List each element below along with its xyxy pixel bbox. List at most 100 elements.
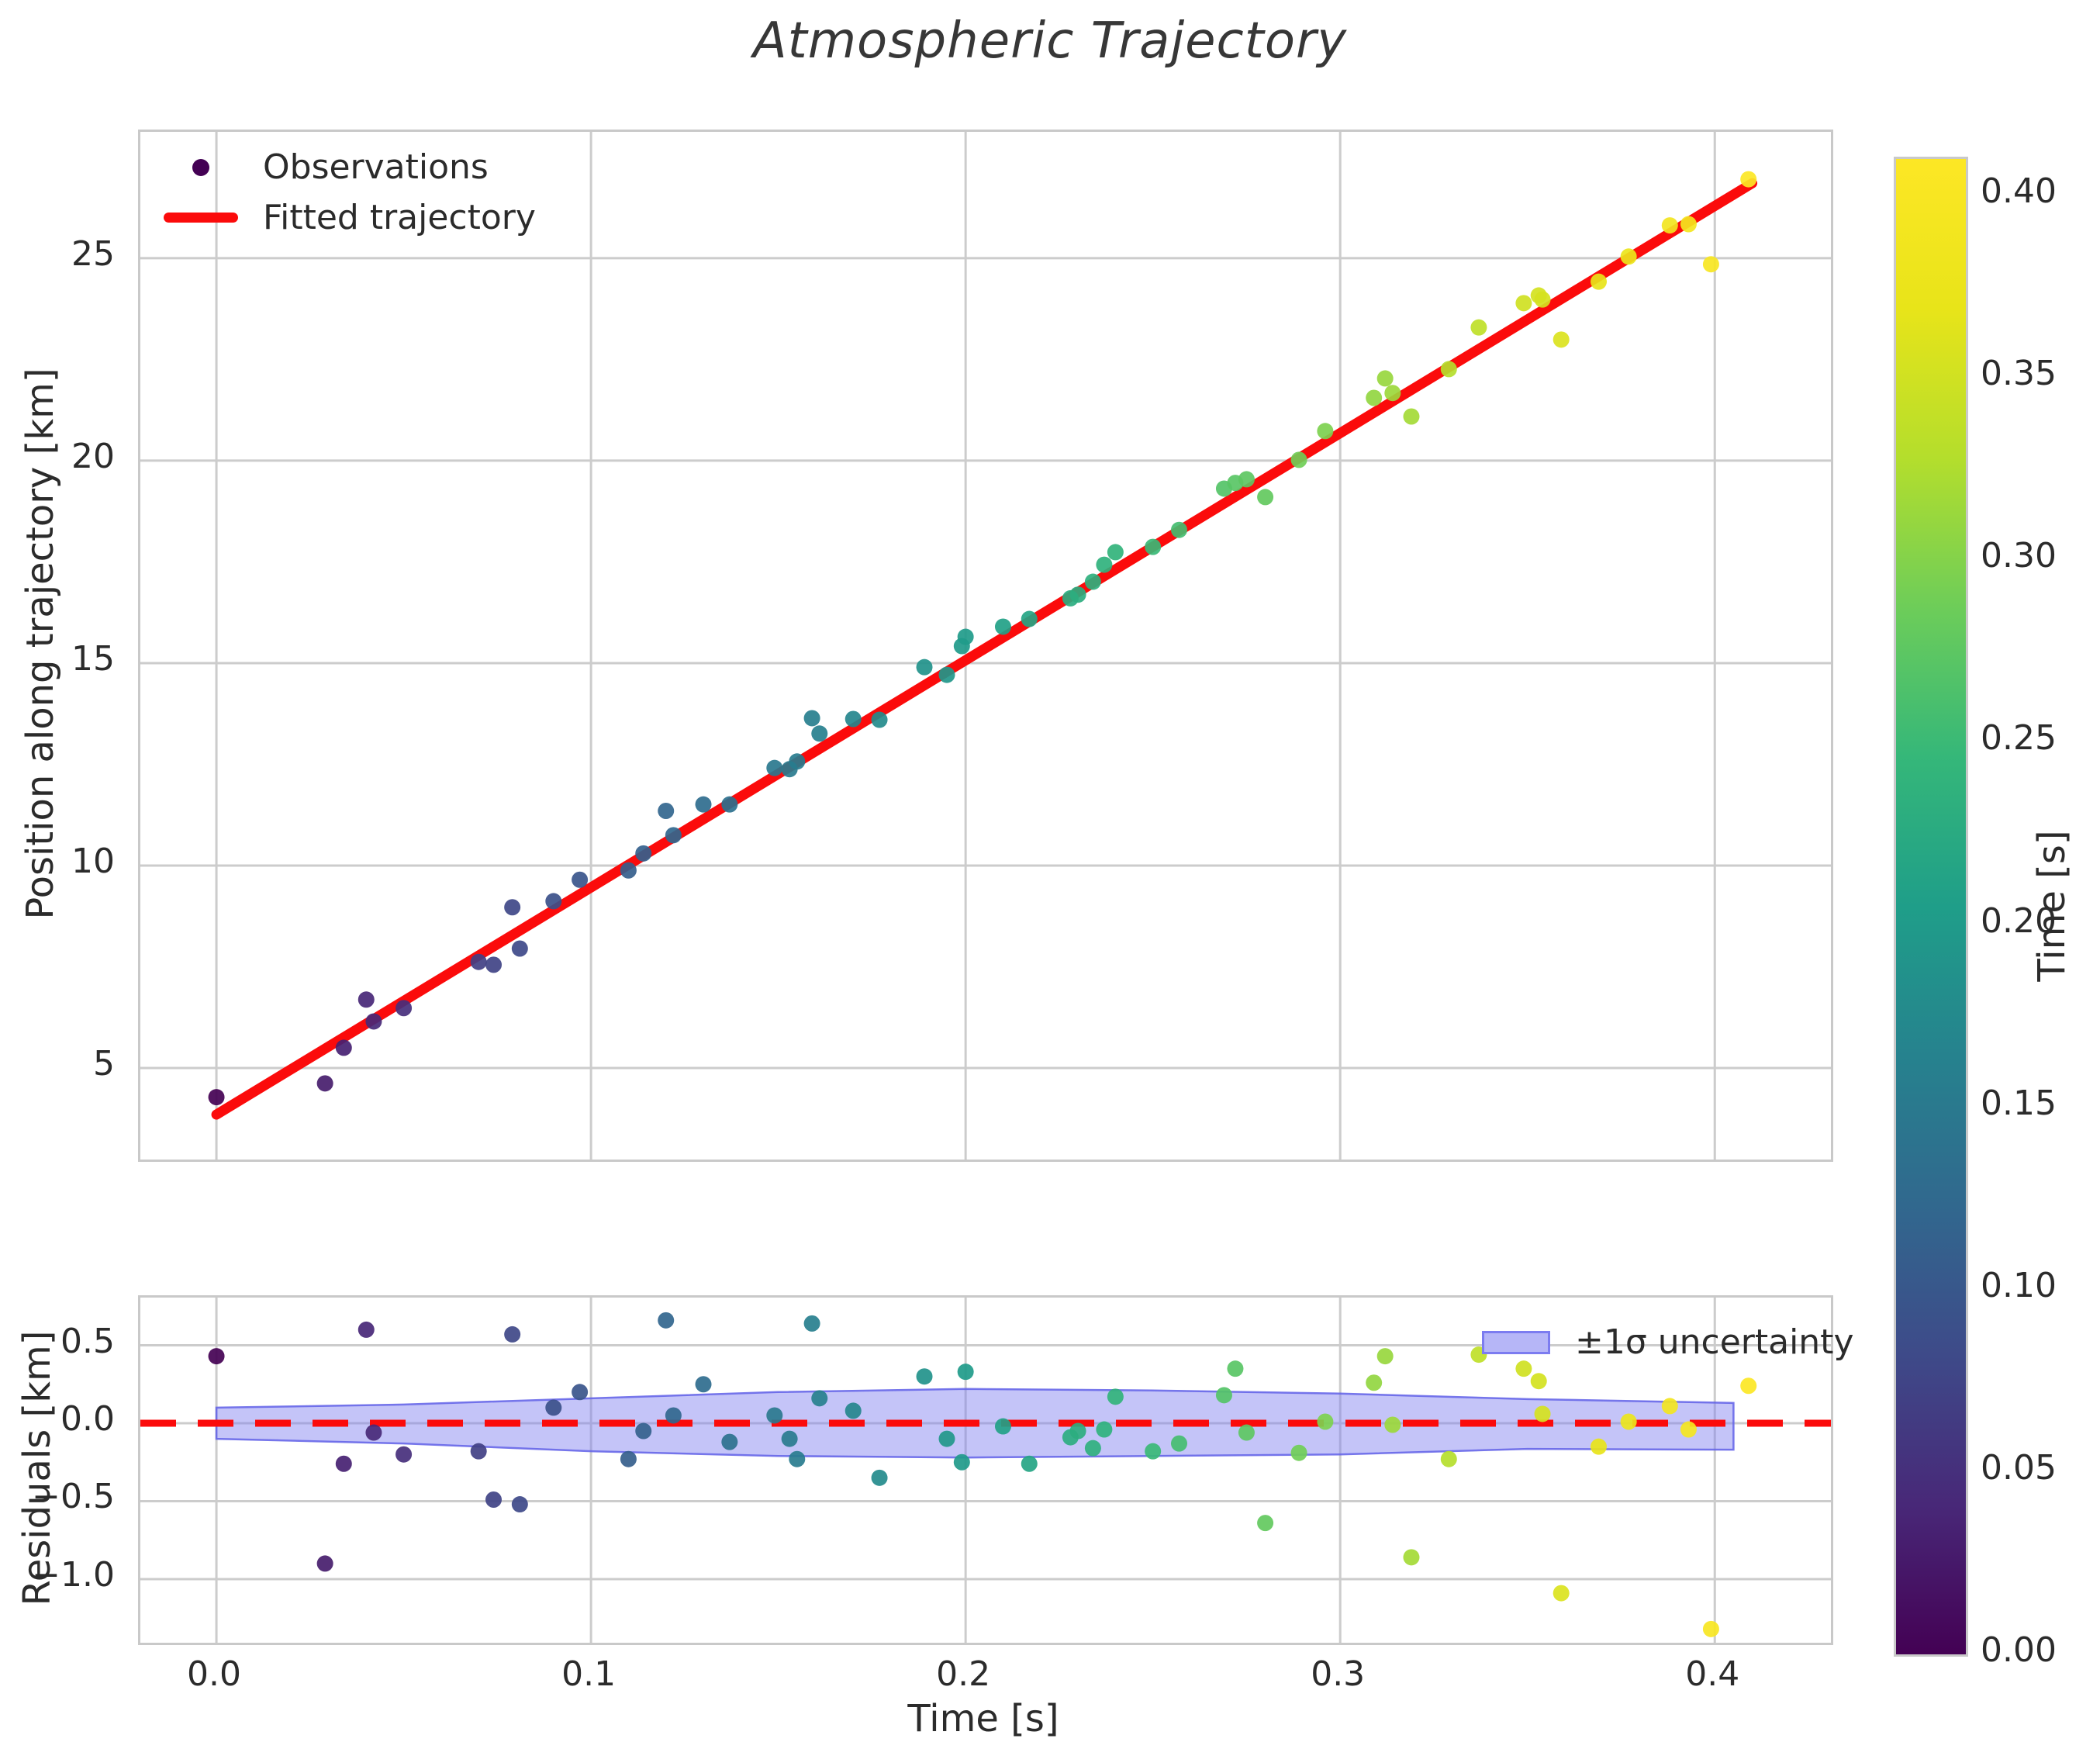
scatter-point [994,618,1011,635]
main-y-tick-label: 5 [93,1044,115,1084]
observations-marker-icon [164,158,238,176]
scatter-point [1534,1405,1551,1422]
scatter-point [916,1368,933,1385]
legend-label: Observations [263,147,489,187]
scatter-point [1591,1438,1608,1455]
scatter-point [665,827,682,844]
residuals-y-tick-label: 0.0 [60,1399,115,1439]
scatter-point [1661,217,1678,234]
colorbar-tick-label: 0.10 [1981,1265,2057,1305]
scatter-point [1440,1450,1457,1467]
scatter-point [844,710,862,728]
scatter-point [811,1390,828,1407]
scatter-point [1317,423,1334,440]
x-tick-label: 0.3 [1311,1654,1366,1694]
figure-title: Atmospheric Trajectory [752,12,1348,70]
scatter-point [1317,1413,1334,1430]
scatter-point [1290,1444,1307,1461]
scatter-point [1384,385,1401,402]
legend-item-observations: Observations [164,147,536,187]
scatter-point [1470,319,1487,336]
scatter-point [485,1491,503,1508]
scatter-point [1107,544,1124,561]
scatter-point [395,1446,413,1463]
scatter-point [208,1348,225,1365]
colorbar-tick-label: 0.20 [1981,900,2057,941]
legend-label: ±1σ uncertainty [1575,1322,1854,1362]
colorbar-tick-label: 0.05 [1981,1447,2057,1488]
scatter-point [1515,295,1532,312]
scatter-point [1740,1377,1757,1395]
scatter-point [871,711,888,728]
x-tick-label: 0.0 [187,1654,242,1694]
scatter-point [545,1399,562,1416]
scatter-point [1021,1455,1038,1472]
scatter-point [1376,1348,1394,1365]
scatter-point [504,1326,521,1343]
x-tick-label: 0.4 [1685,1654,1740,1694]
scatter-point [1440,361,1457,378]
scatter-point [1591,273,1608,290]
scatter-point [1661,1398,1678,1415]
scatter-point [1021,610,1038,627]
scatter-point [545,893,562,910]
residuals-legend: ±1σ uncertainty [1482,1322,1853,1362]
scatter-point [1403,1549,1420,1566]
x-tick-label: 0.2 [936,1654,991,1694]
scatter-point [1620,1413,1637,1430]
main-legend: Observations Fitted trajectory [164,147,536,237]
scatter-point [1145,538,1162,555]
scatter-point [957,628,974,645]
scatter-point [1257,489,1274,506]
scatter-point [620,862,637,879]
scatter-point [916,658,933,676]
main-y-tick-label: 25 [71,233,115,274]
colorbar-tick-label: 0.30 [1981,536,2057,576]
scatter-point [1084,1440,1101,1457]
scatter-point [1680,1421,1697,1438]
scatter-point [1740,171,1757,188]
scatter-point [953,1453,970,1471]
scatter-point [789,753,806,770]
scatter-point [316,1075,333,1092]
scatter-point [1096,1421,1113,1438]
colorbar-tick-label: 0.40 [1981,171,2057,212]
scatter-point [511,1496,528,1513]
scatter-point [357,1321,375,1338]
main-y-tick-label: 15 [71,638,115,679]
legend-item-fitted-trajectory: Fitted trajectory [164,198,536,237]
scatter-point [695,796,712,813]
scatter-point [1702,256,1719,273]
scatter-point [1366,389,1383,406]
scatter-point [803,710,820,727]
scatter-point [957,1364,974,1381]
scatter-point [635,845,652,862]
scatter-point [938,666,955,683]
scatter-point [803,1315,820,1332]
scatter-point [1376,370,1394,387]
residuals-plot-canvas [140,1298,1831,1643]
residuals-axes: ±1σ uncertainty [138,1295,1853,1645]
fitted-trajectory-line [211,178,1758,1120]
x-axis-label: Time [s] [907,1697,1059,1740]
scatter-point [844,1402,862,1419]
scatter-point [470,1443,487,1460]
main-y-tick-label: 10 [71,841,115,881]
scatter-point [1403,408,1420,425]
scatter-point [208,1089,225,1106]
main-plot-canvas [140,132,1831,1160]
colorbar-tick-label: 0.35 [1981,354,2057,394]
scatter-point [766,759,783,776]
scatter-point [938,1430,955,1447]
scatter-point [395,1000,413,1017]
scatter-point [620,1450,637,1467]
scatter-point [766,1407,783,1424]
fitted-line-icon [164,213,238,223]
scatter-point [665,1407,682,1424]
scatter-point [695,1376,712,1393]
scatter-point [335,1455,352,1472]
scatter-point [994,1418,1011,1435]
scatter-point [335,1039,352,1056]
scatter-point [365,1013,382,1030]
